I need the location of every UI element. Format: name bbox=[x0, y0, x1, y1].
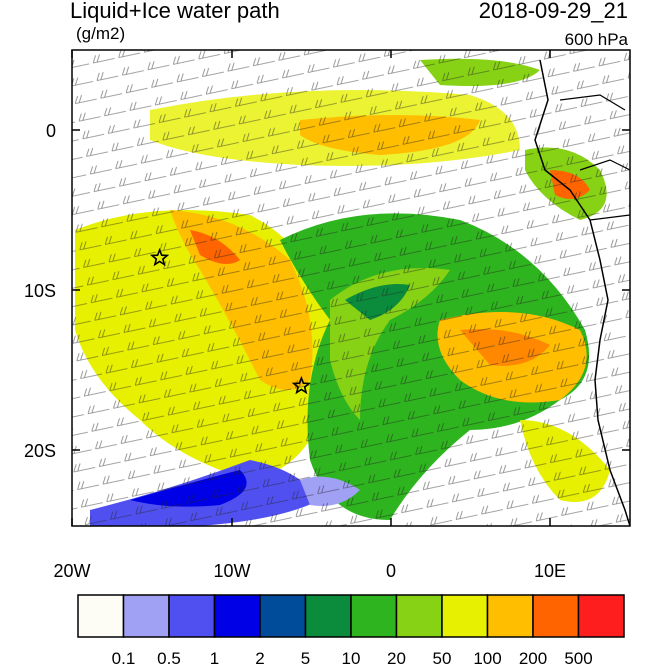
colorbar-label: 10 bbox=[342, 649, 361, 667]
colorbar-label: 1 bbox=[210, 649, 219, 667]
star-2-marker bbox=[291, 375, 312, 395]
colorbar-label: 500 bbox=[564, 649, 592, 667]
field-layer bbox=[72, 50, 630, 526]
star-1-marker bbox=[149, 247, 170, 267]
x-tick-label: 0 bbox=[386, 561, 396, 581]
colorbar-swatch bbox=[577, 594, 625, 638]
colorbar-label: 5 bbox=[301, 649, 310, 667]
colorbar-swatch bbox=[304, 594, 352, 638]
colorbar-swatch bbox=[213, 594, 261, 638]
units-label: (g/m2) bbox=[76, 24, 126, 43]
colorbar-swatch bbox=[395, 594, 443, 638]
colorbar-label: 20 bbox=[387, 649, 406, 667]
colorbar-swatch bbox=[168, 594, 216, 638]
y-tick-label: 0 bbox=[46, 121, 56, 141]
plot-title: Liquid+Ice water path bbox=[70, 0, 280, 23]
colorbar-label: 2 bbox=[255, 649, 264, 667]
colorbar-swatch bbox=[350, 594, 398, 638]
x-tick-label: 20W bbox=[53, 561, 90, 581]
colorbar-label: 0.5 bbox=[157, 649, 181, 667]
x-tick-label: 10W bbox=[213, 561, 250, 581]
colorbar-label: 0.1 bbox=[112, 649, 136, 667]
colorbar-swatch bbox=[122, 594, 170, 638]
marker-layer bbox=[149, 247, 312, 395]
y-tick-label: 10S bbox=[24, 281, 56, 301]
plot-frame bbox=[71, 49, 631, 527]
colorbar bbox=[77, 594, 625, 638]
axis-ticks bbox=[71, 50, 630, 526]
y-tick-label: 20S bbox=[24, 441, 56, 461]
colorbar-label: 100 bbox=[473, 649, 501, 667]
colorbar-label: 200 bbox=[519, 649, 547, 667]
colorbar-swatch bbox=[259, 594, 307, 638]
pressure-level-label: 600 hPa bbox=[564, 30, 628, 49]
colorbar-swatch bbox=[486, 594, 534, 638]
datetime-label: 2018-09-29_21 bbox=[478, 0, 628, 23]
colorbar-swatch bbox=[77, 594, 125, 638]
x-tick-label: 10E bbox=[534, 561, 566, 581]
colorbar-swatch bbox=[532, 594, 580, 638]
colorbar-labels: 0.1 0.5 1 2 5 10 20 50 100 200 500 bbox=[112, 649, 593, 667]
colorbar-label: 50 bbox=[433, 649, 452, 667]
colorbar-swatch bbox=[441, 594, 489, 638]
